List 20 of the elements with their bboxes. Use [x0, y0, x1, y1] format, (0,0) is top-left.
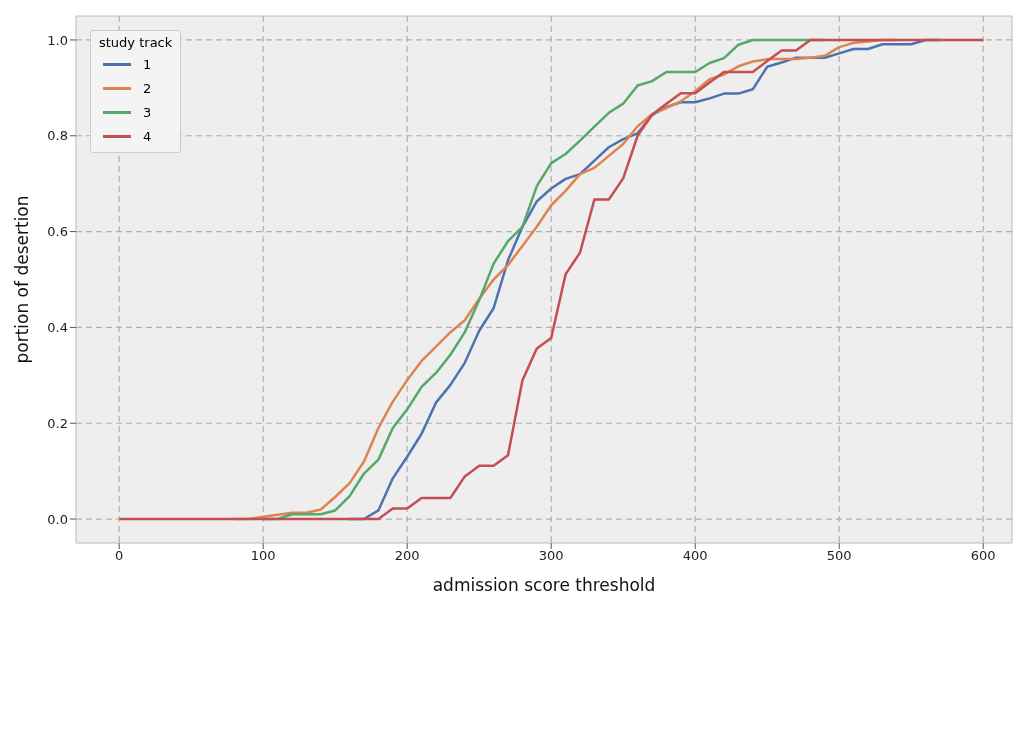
x-tick-label: 300	[538, 548, 564, 564]
y-tick-label: 1.0	[47, 32, 68, 48]
y-tick-label: 0.0	[47, 511, 68, 527]
x-axis-title: admission score threshold	[432, 575, 656, 595]
x-tick-label: 0	[115, 548, 124, 564]
legend-label: 1	[143, 56, 152, 72]
y-tick-label: 0.8	[47, 128, 68, 144]
y-tick-label: 0.6	[47, 224, 68, 240]
x-tick-label: 400	[682, 548, 708, 564]
x-tick-label: 100	[250, 548, 276, 564]
x-tick-label: 200	[394, 548, 420, 564]
legend-label: 2	[143, 80, 152, 96]
y-tick-label: 0.2	[47, 415, 68, 431]
y-tick-label: 0.4	[47, 320, 68, 336]
x-tick-label: 500	[826, 548, 852, 564]
legend-title: study track	[99, 35, 173, 50]
legend-label: 3	[143, 104, 152, 120]
y-axis-title: portion of desertion	[12, 195, 33, 364]
legend-label: 4	[143, 128, 152, 144]
x-tick-label: 600	[970, 548, 996, 564]
